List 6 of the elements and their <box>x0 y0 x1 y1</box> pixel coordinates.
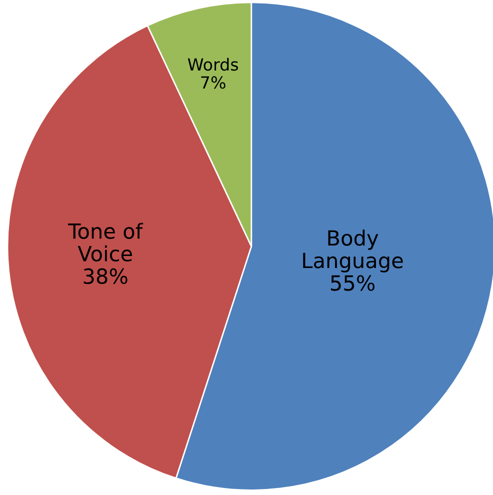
slice-label: Words <box>188 58 238 71</box>
data-label: 55% <box>330 275 375 291</box>
slice-label: Body Language <box>303 230 403 272</box>
slice-label: Tone of Voice <box>68 222 144 262</box>
data-label: 38% <box>84 268 128 284</box>
data-label: 7% <box>201 76 226 89</box>
